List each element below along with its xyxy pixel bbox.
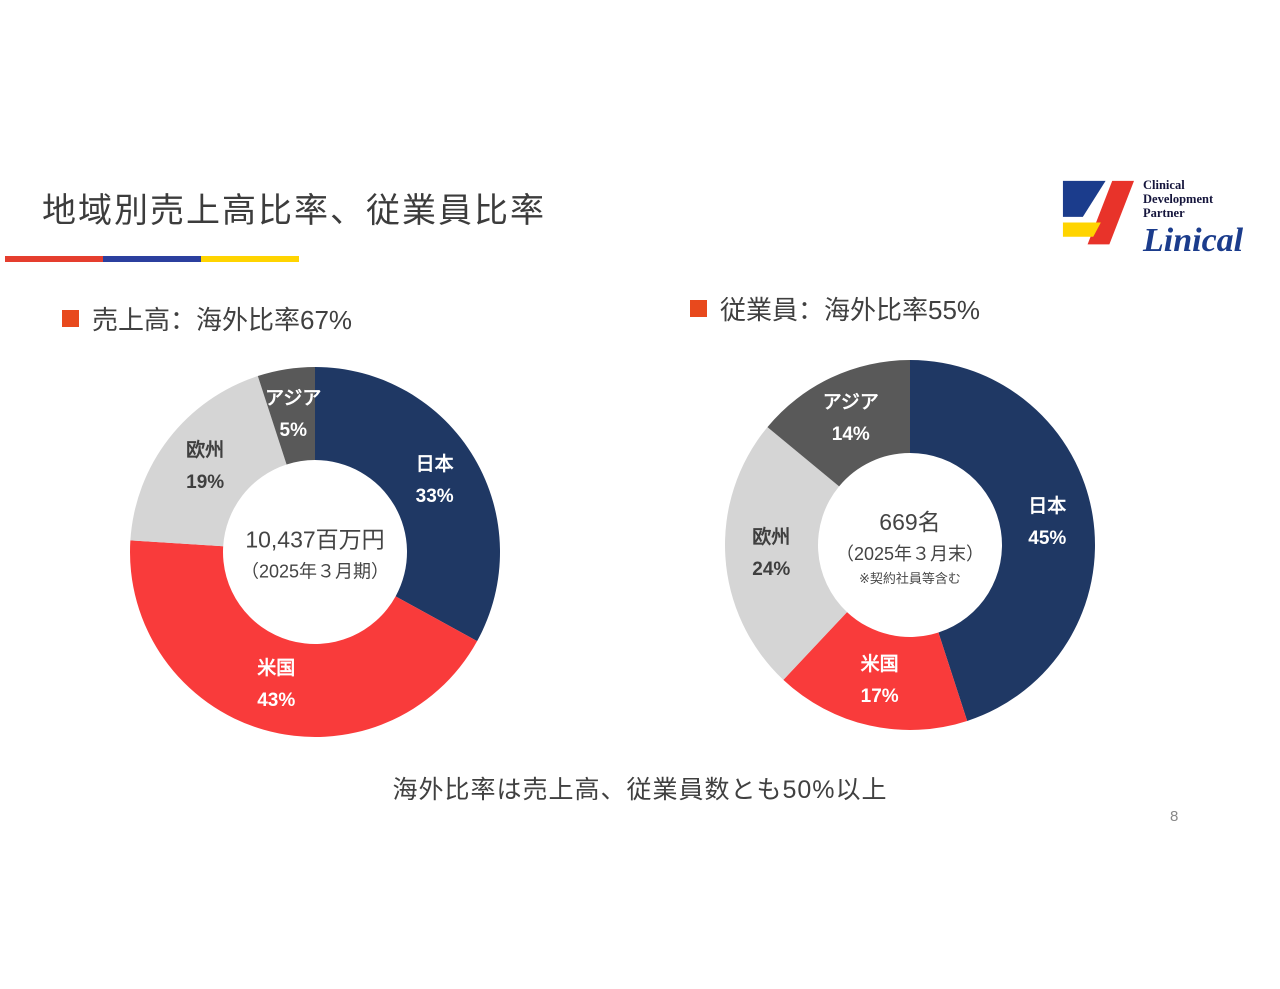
employees-total-value: 669名	[879, 509, 941, 535]
page-number: 8	[1170, 808, 1179, 825]
donut-segment-米国	[130, 540, 478, 737]
sales-section-title: 売上高：海外比率67%	[92, 305, 353, 335]
donut-segment-日本	[910, 360, 1095, 721]
sales-period: （2025年３月期）	[240, 561, 390, 582]
sales-section-header: 売上高：海外比率67%	[62, 300, 352, 337]
logo-tagline-line-2: Development	[1143, 192, 1214, 206]
employees-donut-chart: 669名 （2025年３月末） ※契約社員等含む 日本 45% 米国 17% 欧州 24%…	[720, 355, 1100, 735]
sales-total-value: 10,437百万円	[245, 526, 385, 553]
logo-mark-icon	[1062, 180, 1134, 245]
donut-segment-日本	[315, 367, 500, 642]
donut-segment-欧州	[130, 376, 287, 547]
donut-segment-米国	[783, 612, 968, 730]
donut-segment-欧州	[725, 427, 848, 680]
logo-tagline-line-1: Clinical	[1143, 178, 1185, 192]
slice-label-日本: 日本 45%	[1028, 496, 1067, 550]
logo-text: Clinical Development Partner Linical	[1143, 178, 1243, 258]
sales-donut-chart: 10,437百万円 （2025年３月期） 日本 33% 米国 43% 欧州 19% アジア 5…	[125, 362, 505, 742]
slice-label-日本: 日本 33%	[415, 454, 454, 508]
logo-yellow-shape	[1062, 222, 1101, 237]
slice-label-欧州: 欧州 19%	[186, 439, 225, 493]
slice-label-米国: 米国 43%	[257, 658, 296, 712]
slice-label-欧州: 欧州 24%	[752, 526, 791, 580]
logo-tagline-line-3: Partner	[1143, 206, 1185, 220]
page-title: 地域別売上高比率、従業員比率	[42, 192, 546, 230]
section-bullet-icon	[62, 310, 79, 327]
employees-section-header: 従業員：海外比率55%	[690, 290, 980, 327]
title-underline	[5, 256, 299, 262]
employees-donut-svg	[725, 360, 1095, 730]
underline-segment-1	[5, 256, 103, 262]
logo-tagline: Clinical Development Partner	[1143, 178, 1243, 220]
slice-label-アジア: アジア 5%	[265, 387, 322, 441]
sales-donut-svg	[130, 367, 500, 737]
underline-segment-3	[201, 256, 299, 262]
footer-note: 海外比率は売上高、従業員数とも50%以上	[392, 776, 888, 804]
donut-segment-アジア	[257, 367, 315, 465]
employees-period: （2025年３月末）	[835, 544, 985, 564]
logo-brand: Linical	[1143, 222, 1244, 259]
employees-donut-center: 669名 （2025年３月末） ※契約社員等含む	[836, 503, 984, 587]
logo-blue-shape	[1062, 180, 1106, 217]
donut-segment-アジア	[767, 360, 910, 487]
section-bullet-icon	[690, 300, 707, 317]
logo-red-shape	[1087, 180, 1134, 245]
slice-label-アジア: アジア 14%	[822, 392, 879, 446]
slice-label-米国: 米国 17%	[860, 653, 899, 707]
underline-segment-2	[103, 256, 201, 262]
sales-donut-center: 10,437百万円 （2025年３月期）	[241, 521, 389, 584]
employees-note: ※契約社員等含む	[859, 571, 961, 586]
employees-section-title: 従業員：海外比率55%	[720, 295, 981, 325]
linical-logo: Clinical Development Partner Linical	[1062, 178, 1243, 258]
